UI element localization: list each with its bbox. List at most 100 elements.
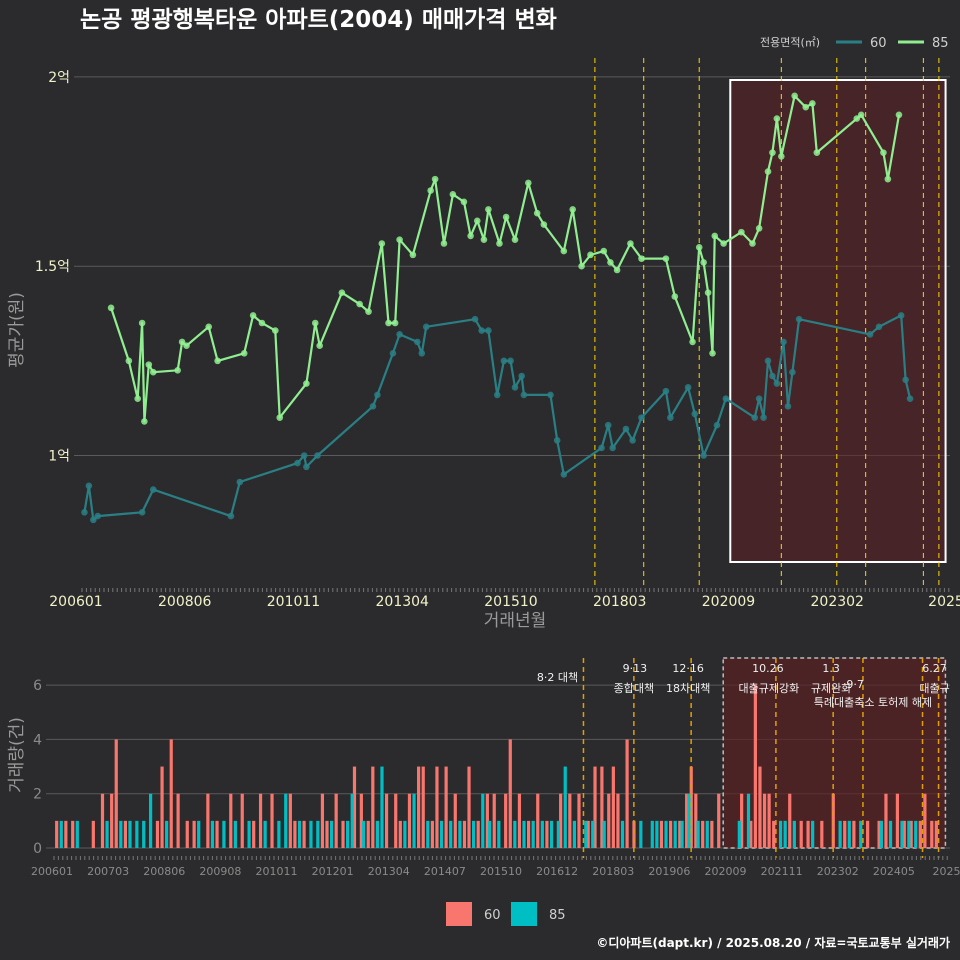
price-point-60 bbox=[418, 349, 426, 357]
volume-bar-60 bbox=[838, 820, 842, 848]
volume-bar-85 bbox=[788, 793, 792, 848]
volume-bar-85 bbox=[359, 793, 363, 848]
volume-bar-60 bbox=[277, 820, 281, 848]
volume-bar-85 bbox=[877, 820, 881, 848]
price-point-60 bbox=[81, 508, 88, 516]
price-point-60 bbox=[553, 437, 561, 444]
price-point-85 bbox=[769, 149, 776, 156]
volume-bar-85 bbox=[559, 793, 563, 848]
volume-bar-85 bbox=[155, 820, 160, 848]
price-point-85 bbox=[396, 236, 403, 244]
volume-bar-85 bbox=[302, 820, 306, 848]
volume-bar-85 bbox=[843, 820, 847, 848]
price-point-85 bbox=[427, 187, 434, 194]
chart-title: 논공 평광행복타운 아파트(2004) 매매가격 변화 bbox=[80, 7, 557, 33]
volume-bar-85 bbox=[923, 793, 927, 848]
price-y-tick-label: 1.5억 bbox=[35, 259, 70, 275]
volume-bar-85 bbox=[586, 820, 590, 848]
price-point-85 bbox=[700, 259, 707, 266]
volume-bar-85 bbox=[806, 820, 810, 848]
volume-bar-60 bbox=[655, 820, 659, 848]
volume-bar-85 bbox=[252, 820, 256, 848]
volume-bar-85 bbox=[536, 793, 540, 848]
policy-name-label: 18차대책 bbox=[666, 682, 710, 695]
price-x-tick-label: 202009 bbox=[702, 594, 755, 610]
legend-title: 전용면적(㎡) bbox=[760, 36, 820, 49]
price-point-85 bbox=[145, 361, 153, 368]
volume-x-tick-label: 201510 bbox=[480, 865, 522, 878]
price-point-85 bbox=[125, 357, 133, 365]
volume-bar-60 bbox=[380, 766, 384, 848]
price-point-85 bbox=[560, 247, 568, 255]
volume-bar-60 bbox=[346, 820, 350, 848]
volume-bar-60 bbox=[888, 820, 893, 848]
volume-bar-85 bbox=[407, 793, 412, 848]
volume-bar-60 bbox=[233, 820, 237, 848]
legend-bar-60-swatch bbox=[511, 902, 537, 926]
price-point-85 bbox=[502, 213, 510, 221]
volume-bar-85 bbox=[934, 820, 938, 848]
volume-bar-85 bbox=[717, 793, 721, 848]
price-point-85 bbox=[134, 395, 142, 403]
volume-x-tick-label: 202009 bbox=[705, 865, 747, 878]
price-point-60 bbox=[751, 414, 758, 421]
price-point-60 bbox=[369, 402, 377, 410]
policy-name-label: 규제완화 bbox=[811, 682, 851, 695]
volume-x-tick-label: 201906 bbox=[648, 865, 690, 878]
volume-bar-85 bbox=[762, 793, 767, 848]
price-point-85 bbox=[813, 149, 821, 156]
volume-x-tick-label: 202405 bbox=[873, 865, 915, 878]
price-point-85 bbox=[671, 293, 679, 300]
price-x-tick-label: 201011 bbox=[267, 594, 320, 610]
volume-bar-85 bbox=[820, 820, 824, 848]
volume-bar-60 bbox=[497, 820, 501, 848]
volume-bar-60 bbox=[620, 820, 625, 848]
price-point-60 bbox=[422, 323, 430, 331]
volume-bar-85 bbox=[366, 820, 370, 848]
price-point-85 bbox=[174, 367, 181, 374]
volume-bar-85 bbox=[176, 793, 180, 848]
price-point-85 bbox=[613, 266, 621, 274]
volume-bar-60 bbox=[135, 820, 139, 848]
bottom-legend: 60 85 bbox=[446, 902, 566, 926]
price-x-tick-label: 202302 bbox=[811, 594, 864, 610]
volume-bar-60 bbox=[556, 820, 560, 848]
price-point-60 bbox=[764, 357, 772, 365]
price-point-85 bbox=[695, 243, 703, 251]
price-point-85 bbox=[638, 255, 645, 262]
volume-bar-60 bbox=[481, 793, 485, 848]
price-point-85 bbox=[791, 92, 798, 100]
price-point-85 bbox=[338, 289, 346, 297]
policy-date-label: 1.3 bbox=[822, 662, 840, 675]
volume-bar-85 bbox=[749, 820, 753, 848]
volume-bar-85 bbox=[930, 820, 934, 848]
price-point-85 bbox=[449, 190, 457, 198]
price-point-60 bbox=[500, 357, 508, 365]
policy-date-label: 9·13 bbox=[623, 662, 648, 675]
legend-bar-85-label: 85 bbox=[549, 908, 566, 923]
price-x-tick-label: 200601 bbox=[49, 594, 102, 610]
volume-bar-85 bbox=[517, 793, 522, 848]
volume-x-tick-label: 201201 bbox=[312, 865, 354, 878]
volume-bar-85 bbox=[462, 820, 467, 848]
price-point-85 bbox=[778, 153, 785, 160]
legend-85-label: 85 bbox=[932, 36, 949, 51]
price-panel: 1억 1.5억 2억 200601 200806 201011 201304 201510 20… bbox=[35, 58, 960, 610]
volume-bar-85 bbox=[918, 820, 922, 848]
price-point-85 bbox=[356, 300, 363, 308]
price-point-85 bbox=[178, 338, 186, 346]
volume-bar-60 bbox=[458, 820, 462, 848]
volume-bar-85 bbox=[767, 793, 771, 848]
legend-60-label: 60 bbox=[870, 36, 887, 51]
price-point-60 bbox=[94, 512, 102, 520]
price-point-85 bbox=[378, 240, 386, 247]
policy-date-label: 8·2 대책 bbox=[537, 671, 578, 684]
volume-bar-60 bbox=[783, 820, 787, 848]
price-point-85 bbox=[540, 221, 548, 228]
price-point-85 bbox=[569, 206, 577, 213]
volume-bar-85 bbox=[169, 739, 173, 848]
volume-bar-60 bbox=[572, 820, 577, 848]
price-point-85 bbox=[711, 232, 719, 240]
price-point-85 bbox=[258, 319, 266, 327]
